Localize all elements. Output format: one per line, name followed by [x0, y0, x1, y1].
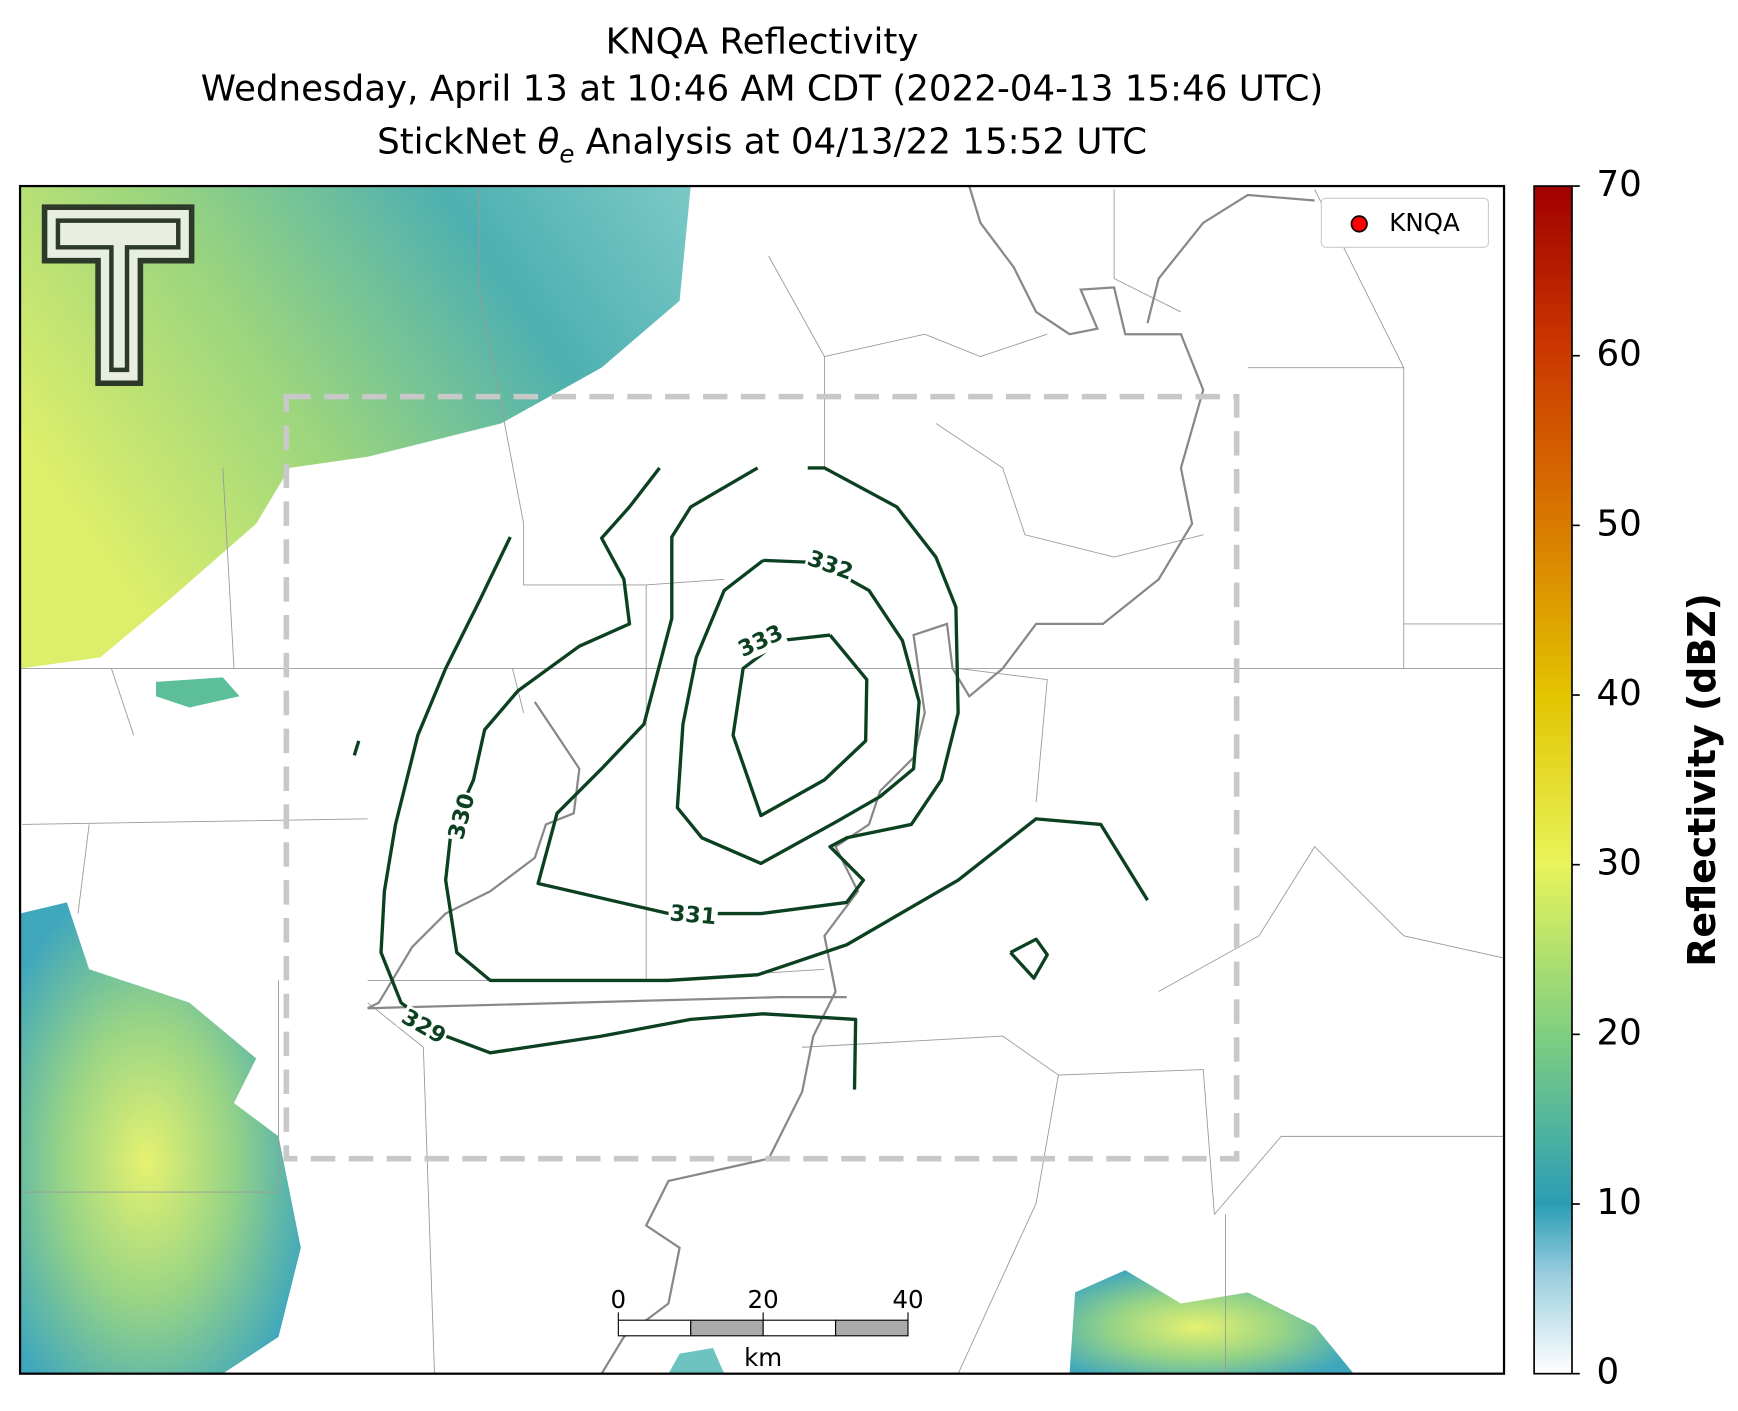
title-subscript: e — [559, 140, 574, 169]
scale-segment — [762, 1319, 837, 1337]
scale-tick-label: 20 — [748, 1285, 779, 1314]
title-line: StickNet θe Analysis at 04/13/22 15:52 UTC — [377, 122, 1147, 169]
contour-label-bg — [733, 620, 789, 664]
contour-label-bg — [444, 789, 481, 844]
colorbar-tick-label: 10 — [1597, 1182, 1642, 1223]
map-frame — [18, 184, 1506, 1375]
colorbar-tick-label: 30 — [1597, 843, 1642, 884]
title-part: StickNet — [377, 122, 526, 163]
scale-tick-label: 40 — [892, 1285, 923, 1314]
colorbar-tick-label: 50 — [1597, 503, 1642, 544]
colorbar-ticks: 0 10 20 30 40 50 60 70 — [1571, 164, 1642, 1393]
legend-label: KNQA — [1389, 208, 1460, 237]
contour-line — [379, 536, 858, 1090]
scale-unit: km — [744, 1343, 782, 1372]
radar-echo — [20, 902, 301, 1374]
contour-label-bg — [802, 546, 858, 586]
analysis-domain — [283, 393, 1240, 1162]
contour-line — [675, 558, 921, 866]
scale-segment — [835, 1319, 909, 1337]
colorbar-tick-label: 40 — [1597, 673, 1642, 714]
title-line: Wednesday, April 13 at 10:46 AM CDT (202… — [201, 68, 1324, 109]
contour-line — [1009, 937, 1049, 980]
title-line: KNQA Reflectivity — [606, 21, 919, 62]
scale-segment — [617, 1319, 692, 1337]
colorbar-label: Reflectivity (dBZ) — [1680, 593, 1724, 967]
contour-line — [443, 466, 1149, 983]
title-part: Analysis at 04/13/22 15:52 UTC — [586, 122, 1147, 163]
radar-echo — [668, 1348, 725, 1374]
scale-tick-label: 0 — [611, 1285, 627, 1314]
contour-line — [352, 740, 361, 756]
legend: KNQA — [1320, 197, 1489, 248]
radar-echo — [155, 677, 240, 708]
county-lines — [20, 186, 1505, 1374]
radar-echo — [1069, 1270, 1354, 1374]
contour-line — [536, 466, 960, 916]
contour-label-bg — [667, 901, 719, 931]
colorbar-tick-label: 0 — [1597, 1352, 1620, 1393]
scale-segment — [690, 1319, 764, 1337]
colorbar-tick-label: 60 — [1597, 334, 1642, 375]
colorbar — [1533, 185, 1573, 1375]
radar-echo — [20, 186, 691, 669]
contour-label: 331 — [669, 900, 718, 930]
colorbar-tick-label: 20 — [1597, 1012, 1642, 1053]
scale-bar: 0 20 40 km — [611, 1285, 924, 1372]
contour-label-bg — [396, 1004, 451, 1051]
colorbar-tick-label: 70 — [1597, 164, 1642, 205]
logo — [41, 204, 195, 387]
legend-marker — [1350, 215, 1368, 233]
title-symbol: θ — [538, 122, 560, 163]
